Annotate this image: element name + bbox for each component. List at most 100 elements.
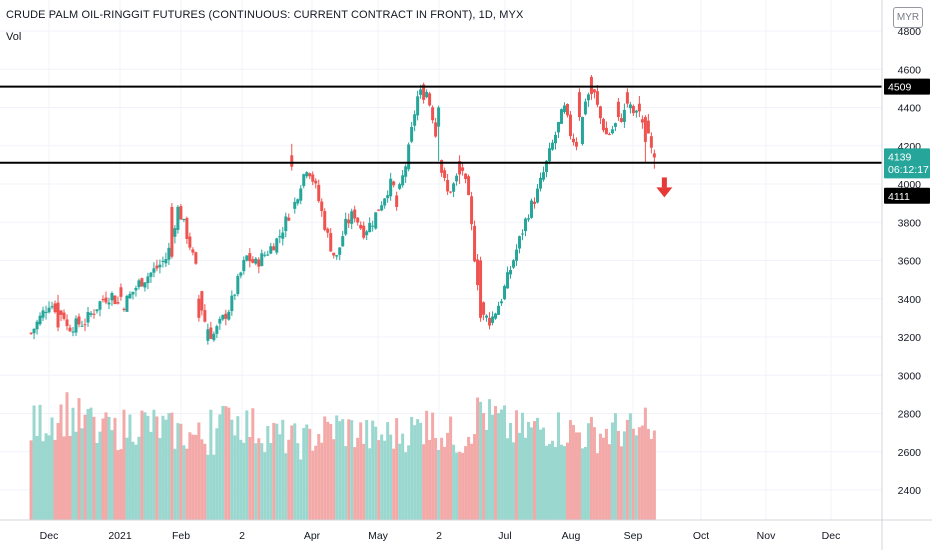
candle-body [119, 287, 123, 297]
volume-bar [185, 448, 189, 520]
candle-body [173, 228, 177, 237]
volume-bar [359, 422, 363, 520]
volume-bar [296, 443, 300, 520]
candle-body [565, 103, 569, 116]
volume-bar [41, 441, 45, 520]
volume-bar [122, 409, 126, 520]
candle-body [509, 269, 513, 275]
candle-body [209, 327, 213, 339]
candle-body [215, 326, 219, 334]
price-tick-label: 2400 [898, 485, 922, 497]
volume-bar [38, 404, 42, 520]
candle-body [497, 305, 501, 315]
candle-body [512, 260, 516, 268]
volume-bar [143, 412, 147, 520]
volume-bar [616, 430, 620, 520]
candle-body [68, 327, 72, 332]
candle-body [425, 91, 429, 98]
candle-body [140, 278, 144, 287]
volume-bar [224, 406, 228, 520]
candle-body [473, 225, 477, 262]
candle-body [506, 272, 510, 289]
candle-body [50, 306, 54, 308]
candle-body [350, 211, 354, 224]
volume-bar [92, 416, 96, 520]
volume-bar [494, 406, 498, 520]
volume-bar [577, 432, 581, 520]
volume-bar [326, 421, 330, 520]
candle-body [434, 122, 438, 137]
volume-bar [263, 452, 267, 520]
candle-body [62, 312, 66, 319]
volume-bar [149, 431, 153, 520]
volume-bar [628, 413, 632, 520]
candle-body [458, 161, 462, 175]
volume-bar [562, 446, 566, 520]
volume-bar [53, 439, 57, 520]
candle-body [332, 252, 336, 256]
volume-bar [113, 417, 117, 520]
volume-bar [245, 410, 249, 520]
volume-bar [601, 437, 605, 520]
volume-bar [485, 429, 489, 520]
volume-bar [538, 429, 542, 520]
candle-body [568, 114, 572, 137]
candle-body [455, 175, 459, 182]
level-tag-lower-bg [884, 187, 930, 204]
volume-bar [580, 448, 584, 520]
candle-body [74, 318, 78, 333]
candle-body [128, 293, 132, 299]
volume-bar [83, 414, 87, 520]
candle-body [299, 188, 303, 201]
volume-bar [530, 427, 534, 520]
candle-body [263, 254, 267, 256]
volume-bar [275, 423, 279, 520]
volume-bar [236, 416, 240, 520]
candle-body [275, 238, 279, 253]
candle-body [248, 253, 252, 262]
volume-bar [464, 446, 468, 520]
volume-bar [209, 409, 213, 520]
candle-body [461, 167, 465, 171]
volume-bar [476, 397, 480, 520]
candle-body [125, 295, 129, 312]
candle-body [604, 127, 608, 135]
volume-bar [592, 427, 596, 520]
volume-bar [50, 417, 54, 520]
currency-button[interactable]: MYR [893, 7, 923, 28]
volume-bar [95, 443, 99, 520]
volume-bar [35, 436, 39, 520]
volume-bar [634, 435, 638, 520]
volume-bar [140, 410, 144, 520]
candle-body [616, 101, 620, 118]
volume-bar [565, 442, 569, 520]
volume-bar [320, 442, 324, 520]
volume-bar [488, 399, 492, 520]
candle-body [640, 119, 644, 123]
candle-body [212, 333, 216, 341]
volume-bar [574, 432, 578, 520]
volume-bar [167, 413, 171, 520]
candle-body [290, 155, 294, 167]
candle-body [170, 206, 174, 257]
volume-bar [437, 449, 441, 520]
volume-bar [29, 440, 33, 520]
candle-body [320, 201, 324, 212]
volume-bar [446, 432, 450, 520]
time-tick-label: 2 [436, 530, 442, 542]
candle-body [311, 174, 315, 182]
volume-bar [176, 423, 180, 520]
volume-bar [230, 419, 234, 520]
volume-bar [158, 438, 162, 520]
volume-bar [500, 409, 504, 520]
volume-bar [278, 434, 282, 520]
candle-body [104, 297, 108, 303]
volume-bar [128, 414, 132, 520]
candle-body [329, 233, 333, 252]
volume-bar [179, 423, 183, 520]
candle-body [395, 195, 399, 207]
candle-body [236, 276, 240, 295]
candle-body [272, 246, 276, 251]
volume-bar [452, 444, 456, 520]
